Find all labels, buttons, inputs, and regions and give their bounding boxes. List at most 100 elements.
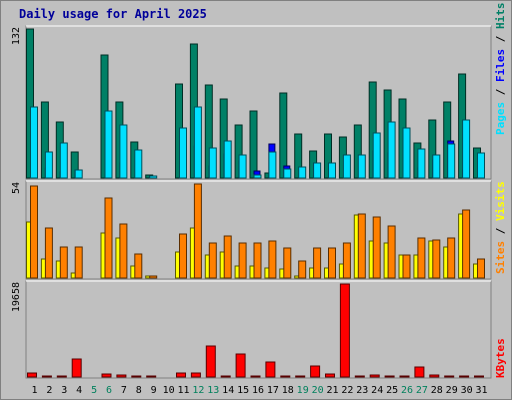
pages-bar-22 — [342, 154, 351, 179]
kbytes-bar-17 — [265, 361, 276, 378]
day-label-1: 1 — [31, 385, 37, 396]
sites-bar-19 — [298, 260, 307, 279]
day-label-8: 8 — [136, 385, 142, 396]
sites-bar-30 — [462, 209, 471, 279]
sites-bar-12 — [193, 183, 202, 279]
sites-bar-16 — [253, 242, 262, 279]
pages-bar-18 — [283, 168, 292, 179]
sites-bar-29 — [447, 237, 456, 279]
pages-bar-15 — [238, 154, 247, 179]
kbytes-bar-24 — [369, 374, 380, 378]
pages-bar-11 — [179, 127, 187, 179]
kbytes-bar-7 — [116, 374, 127, 378]
pages-bar-30 — [462, 119, 471, 179]
kbytes-bar-23 — [354, 375, 365, 378]
pages-bar-7 — [119, 124, 128, 179]
pages-bar-4 — [74, 169, 83, 179]
legend-kbytes: KBytes — [494, 338, 507, 378]
day-label-6: 6 — [106, 385, 112, 396]
sites-bar-1 — [30, 185, 38, 279]
sites-bar-13 — [208, 242, 217, 279]
kbytes-bar-12 — [190, 372, 201, 378]
panel-border — [25, 280, 492, 379]
sites-bar-21 — [328, 247, 336, 279]
day-label-22: 22 — [341, 385, 353, 396]
legend-files: Files — [494, 49, 507, 82]
pages-bar-2 — [44, 151, 53, 179]
day-label-2: 2 — [46, 385, 52, 396]
pages-bar-29 — [447, 143, 456, 179]
kbytes-bar-20 — [310, 365, 321, 378]
chart-title: Daily usage for April 2025 — [19, 7, 207, 21]
kbytes-legend: KBytes — [494, 338, 507, 378]
day-label-10: 10 — [163, 385, 175, 396]
kbytes-bar-18 — [280, 375, 291, 378]
pages-bar-12 — [193, 106, 202, 179]
sites-bar-26 — [402, 254, 411, 279]
legend-visits: Visits — [494, 181, 507, 221]
sites-bar-4 — [74, 246, 83, 279]
day-label-11: 11 — [177, 385, 189, 396]
kbytes-bar-22 — [339, 283, 350, 378]
pages-bar-20 — [313, 162, 322, 179]
day-label-19: 19 — [297, 385, 309, 396]
sites-bar-8 — [134, 253, 143, 279]
kbytes-bar-9 — [146, 375, 157, 378]
sites-bar-11 — [179, 233, 187, 279]
kbytes-bar-16 — [250, 375, 261, 378]
day-label-26: 26 — [401, 385, 413, 396]
kbytes-bar-15 — [235, 353, 246, 378]
legend-hits: Hits — [494, 3, 507, 30]
day-label-7: 7 — [121, 385, 127, 396]
sites-bar-28 — [432, 239, 441, 279]
day-label-20: 20 — [312, 385, 324, 396]
day-label-9: 9 — [151, 385, 157, 396]
day-label-23: 23 — [356, 385, 368, 396]
sites-bar-17 — [268, 240, 277, 279]
sites-visits-legend: Sites / Visits — [494, 181, 507, 274]
kbytes-bar-31 — [474, 375, 484, 378]
sites-bar-18 — [283, 247, 292, 279]
pages-bar-16 — [253, 174, 262, 179]
pages-bar-27 — [417, 148, 426, 179]
day-label-13: 13 — [207, 385, 219, 396]
sites-bar-27 — [417, 237, 426, 279]
pages-bar-31 — [477, 152, 485, 179]
sites-bar-3 — [59, 246, 68, 279]
kbytes-bar-25 — [384, 375, 395, 378]
pages-bar-9 — [149, 175, 158, 179]
pages-bar-6 — [104, 110, 113, 179]
legend-separator: / — [494, 82, 507, 102]
ymax-label: 19658 — [11, 282, 22, 312]
day-label-29: 29 — [446, 385, 458, 396]
kbytes-bar-11 — [176, 372, 186, 378]
pages-bar-28 — [432, 154, 441, 179]
legend-separator: / — [494, 29, 507, 49]
pages-bar-25 — [387, 121, 396, 179]
day-label-25: 25 — [386, 385, 398, 396]
day-label-16: 16 — [252, 385, 264, 396]
sites-bar-2 — [44, 227, 53, 279]
legend-pages: Pages — [494, 102, 507, 135]
kbytes-bar-26 — [399, 375, 410, 378]
kbytes-bar-19 — [295, 375, 306, 378]
kbytes-bar-21 — [325, 373, 335, 378]
sites-bar-25 — [387, 225, 396, 279]
hits-bar-18 — [279, 92, 288, 179]
sites-bar-31 — [477, 258, 485, 279]
kbytes-bar-27 — [414, 366, 425, 378]
legend-sites: Sites — [494, 241, 507, 274]
sites-bar-6 — [104, 197, 113, 279]
day-label-17: 17 — [267, 385, 279, 396]
day-label-24: 24 — [371, 385, 383, 396]
hits-files-pages-legend: Pages / Files / Hits — [494, 3, 507, 136]
pages-bar-3 — [59, 142, 68, 179]
pages-bar-8 — [134, 149, 143, 179]
kbytes-bar-28 — [429, 374, 440, 378]
day-label-5: 5 — [91, 385, 97, 396]
pages-bar-17 — [268, 151, 277, 179]
day-label-21: 21 — [326, 385, 338, 396]
pages-bar-13 — [208, 147, 217, 179]
sites-bar-22 — [342, 242, 351, 279]
